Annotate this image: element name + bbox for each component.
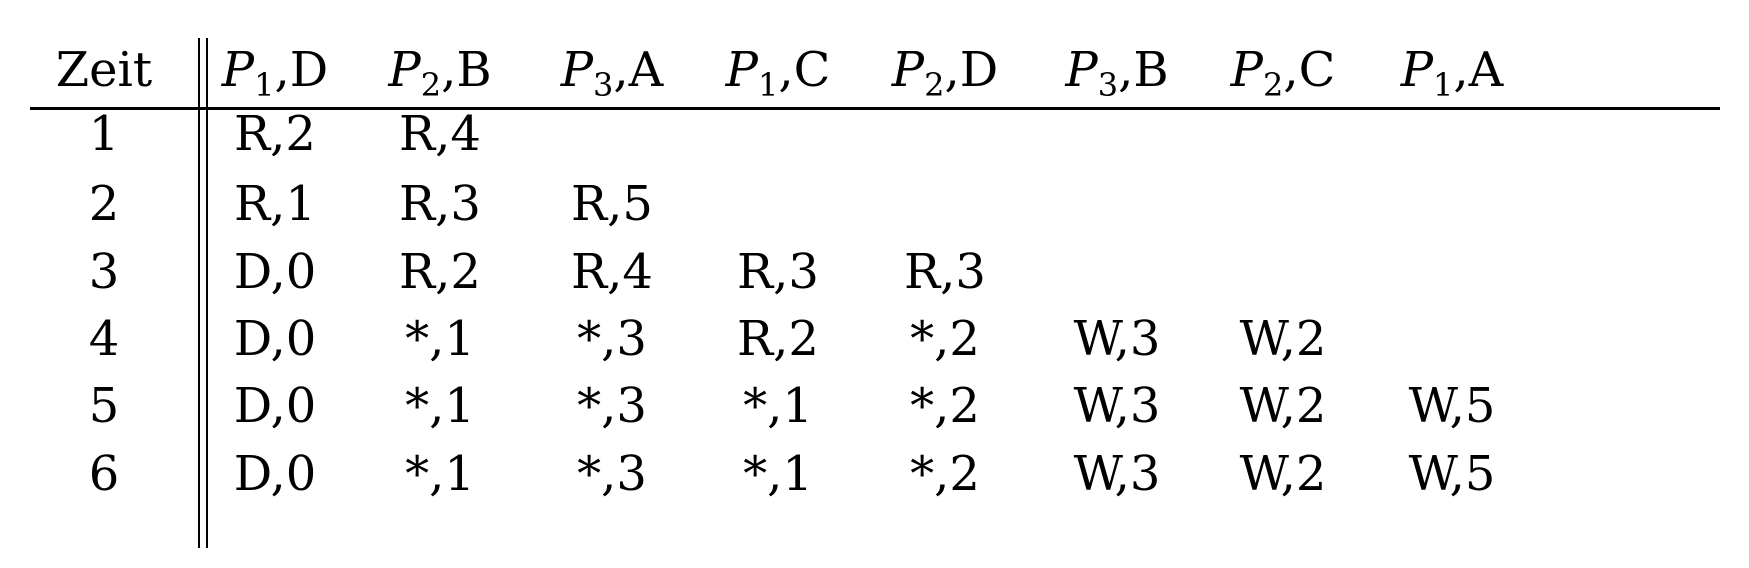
table-cell: W,3 [1073,311,1161,367]
table-cell: W,3 [1073,446,1161,502]
table-cell: *,2 [910,378,980,434]
table-cell: D,0 [233,311,317,367]
header-process-3: P3,A [561,46,664,101]
table-cell: *,3 [577,446,647,502]
table-cell: *,1 [743,446,813,502]
table-cell: *,1 [405,446,475,502]
table-cell: R,4 [571,244,653,300]
time-cell: 1 [88,106,120,162]
header-process-5: P2,D [892,46,998,101]
table-cell: W,3 [1073,378,1161,434]
table-cell: *,1 [743,378,813,434]
table-cell: *,1 [405,378,475,434]
table-cell: R,3 [399,176,481,232]
process-letter: P [221,42,255,98]
table-cell: R,3 [904,244,986,300]
table-cell: *,1 [405,311,475,367]
column-divider-left [198,38,200,548]
header-zeit: Zeit [55,42,153,98]
time-cell: 2 [88,176,120,232]
table-cell: *,2 [910,311,980,367]
resource-label: ,B [1118,42,1169,98]
header-process-4: P1,C [726,46,831,101]
process-subscript: 1 [757,66,779,104]
table-cell: W,2 [1239,446,1327,502]
header-rule [30,107,1720,110]
resource-label: ,A [1453,42,1504,98]
table-cell: R,5 [571,176,653,232]
process-letter: P [1400,42,1434,98]
process-letter: P [560,42,594,98]
table-cell: R,1 [234,176,316,232]
table-cell: R,2 [737,311,819,367]
table-cell: W,2 [1239,378,1327,434]
time-cell: 5 [88,378,120,434]
table-cell: D,0 [233,446,317,502]
header-process-6: P3,B [1065,46,1168,101]
time-cell: 6 [88,446,120,502]
header-process-2: P2,B [388,46,491,101]
process-letter: P [1230,42,1263,98]
process-subscript: 3 [593,66,614,104]
resource-label: ,B [441,42,492,98]
table-cell: W,5 [1408,446,1496,502]
process-subscript: 2 [924,66,945,104]
process-subscript: 3 [1097,66,1119,104]
table-cell: W,2 [1239,311,1327,367]
resource-label: ,D [944,42,999,98]
header-process-7: P2,C [1231,46,1336,101]
table-cell: D,0 [233,378,317,434]
table-cell: R,3 [737,244,819,300]
resource-label: ,A [613,42,664,98]
table-cell: *,3 [577,378,647,434]
column-divider-right [206,38,208,548]
process-subscript: 1 [1433,66,1454,104]
table-cell: *,3 [577,311,647,367]
header-process-8: P1,A [1401,46,1504,101]
process-subscript: 2 [1262,66,1284,104]
process-letter: P [891,42,925,98]
table-cell: R,2 [399,244,481,300]
resource-label: ,D [274,42,329,98]
process-subscript: 2 [420,66,442,104]
table-cell: W,5 [1408,378,1496,434]
table-cell: *,2 [910,446,980,502]
process-subscript: 1 [254,66,275,104]
table-cell: D,0 [233,244,317,300]
process-letter: P [388,42,421,98]
time-cell: 3 [88,244,120,300]
process-letter: P [1065,42,1098,98]
resource-label: ,C [1283,42,1336,98]
process-letter: P [725,42,758,98]
resource-label: ,C [778,42,831,98]
table-cell: R,4 [399,106,481,162]
table-cell: R,2 [234,106,316,162]
time-cell: 4 [88,311,120,367]
header-process-1: P1,D [222,46,328,101]
